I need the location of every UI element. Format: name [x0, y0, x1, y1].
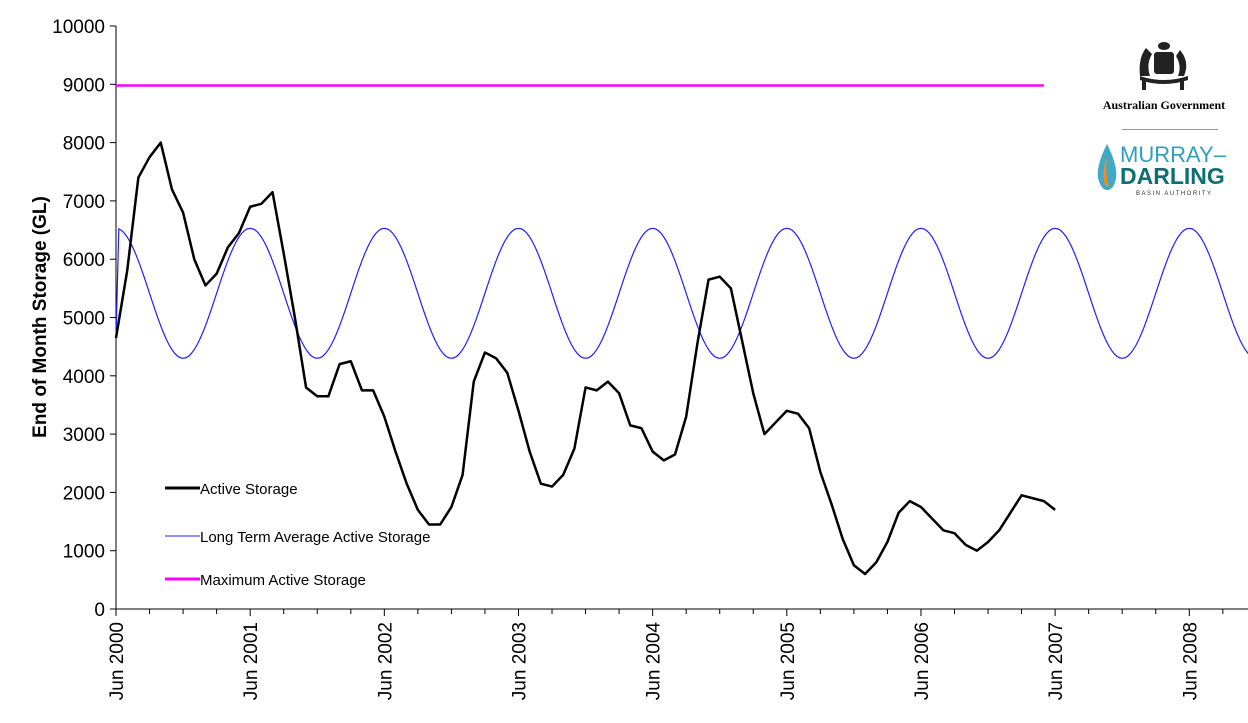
y-tick-label: 10000 [52, 17, 105, 38]
x-tick-label: Jun 2000 [107, 622, 128, 700]
coat-of-arms-icon [1139, 42, 1188, 90]
logo-block: Australian Government MURRAY– DARLING BA… [1080, 36, 1248, 216]
government-text: Australian Government [1102, 98, 1226, 112]
mdba-line-3: BASIN AUTHORITY [1136, 191, 1213, 197]
y-tick-label: 3000 [63, 425, 105, 446]
x-tick-label: Jun 2005 [778, 622, 799, 700]
series-active-storage [114, 141, 1056, 576]
y-tick-label: 9000 [63, 75, 105, 96]
legend-label-long-term-average: Long Term Average Active Storage [200, 529, 430, 546]
mdba-line-2: DARLING [1120, 163, 1225, 189]
legend-label-maximum-storage: Maximum Active Storage [200, 572, 366, 589]
y-tick-label: 1000 [63, 542, 105, 563]
x-tick-label: Jun 2007 [1046, 622, 1067, 700]
water-drop-icon [1097, 144, 1117, 190]
x-axis: Jun 2000 Jun 2001 Jun 2002 Jun 2003 Jun 2004… [107, 608, 1248, 701]
x-tick-label: Jun 2008 [1180, 622, 1201, 700]
y-axis-title: End of Month Storage (GL) [30, 196, 51, 438]
legend-label-active-storage: Active Storage [200, 481, 298, 498]
x-tick-label: Jun 2002 [375, 622, 396, 700]
logo-divider [1122, 129, 1218, 130]
y-axis: 0 1000 2000 3000 4000 5000 6000 7000 8000 9000 100… [52, 17, 117, 621]
y-tick-label: 4000 [63, 367, 105, 388]
y-tick-label: 7000 [63, 192, 105, 213]
x-tick-label: Jun 2004 [644, 622, 665, 701]
x-tick-label: Jun 2003 [509, 622, 530, 700]
x-tick-label: Jun 2006 [912, 622, 933, 700]
plot-area [114, 84, 1248, 576]
y-tick-label: 8000 [63, 134, 105, 155]
series-long-term-average [115, 227, 1248, 359]
x-tick-label: Jun 2001 [241, 622, 262, 700]
mdba-line-1: MURRAY– [1120, 142, 1226, 167]
y-tick-label: 0 [94, 600, 105, 621]
y-tick-label: 6000 [63, 250, 105, 271]
y-tick-label: 5000 [63, 309, 105, 330]
y-tick-label: 2000 [63, 483, 105, 504]
legend: Active Storage Long Term Average Active … [165, 481, 430, 589]
